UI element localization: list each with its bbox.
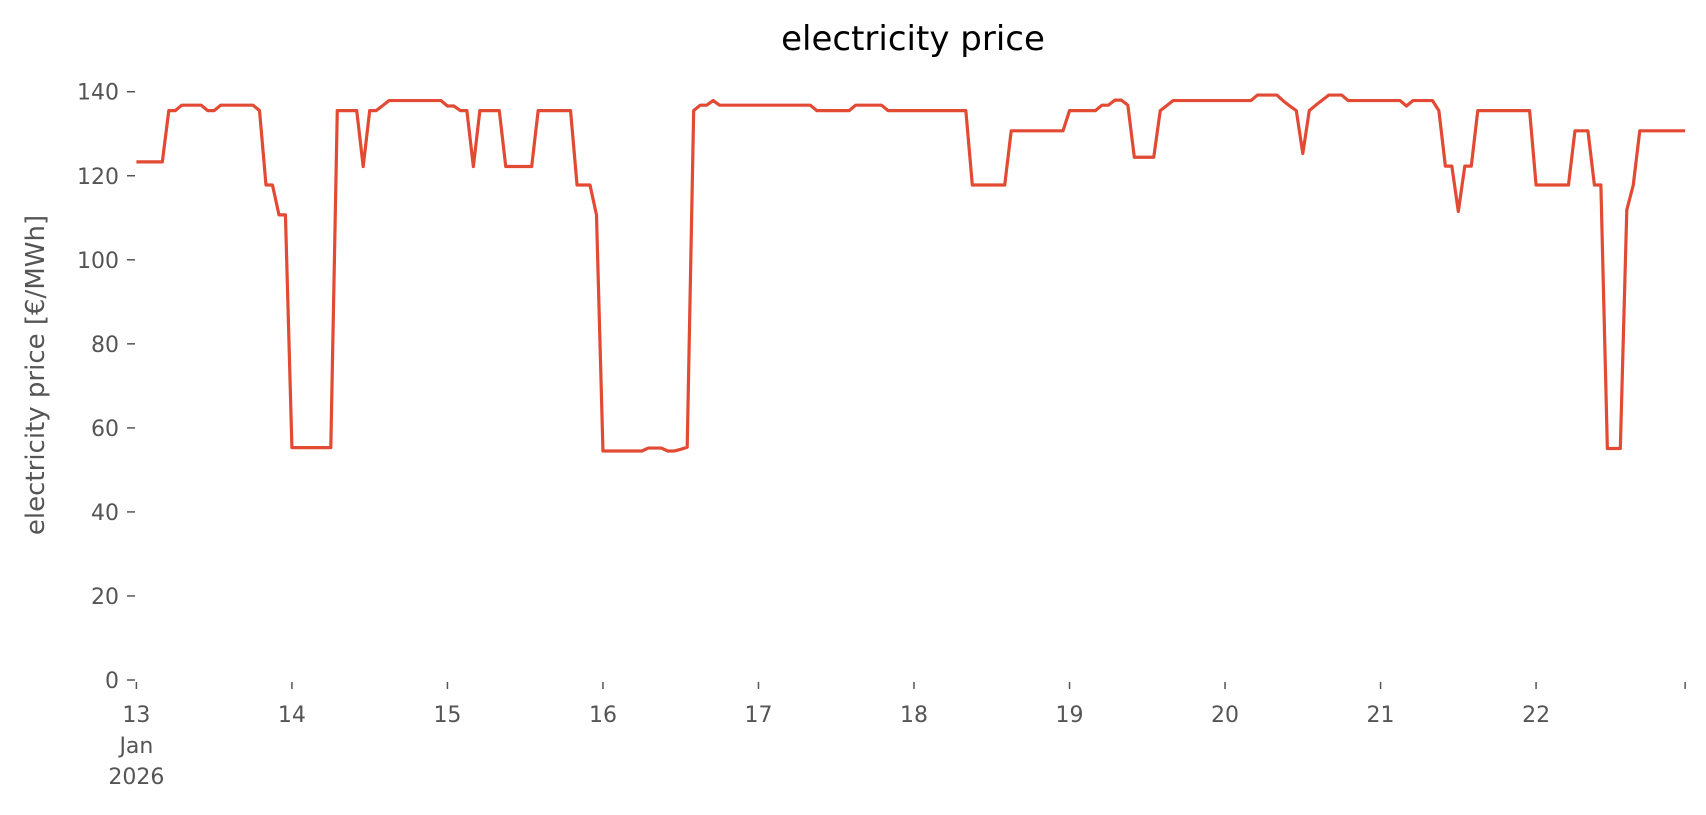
y-tick-label: 60: [91, 417, 119, 442]
y-tick-label: 120: [77, 165, 119, 190]
x-tick-label: 16: [589, 703, 617, 728]
y-axis: 0 20 40 60 80 100 120 140: [77, 81, 135, 694]
x-tick-label: 21: [1367, 703, 1395, 728]
x-tick-label: 20: [1211, 703, 1239, 728]
x-tick-month: Jan: [117, 734, 153, 759]
y-tick-label: 80: [91, 333, 119, 358]
x-tick-label: 13: [122, 703, 150, 728]
x-tick-label: 22: [1522, 703, 1550, 728]
x-tick-year: 2026: [108, 765, 164, 790]
y-tick-label: 20: [91, 585, 119, 610]
y-tick-label: 100: [77, 249, 119, 274]
chart-title: electricity price: [781, 19, 1045, 59]
x-tick-label: 19: [1056, 703, 1084, 728]
price-series-line: [136, 93, 1686, 453]
x-axis: 13 Jan 2026 14 15 16 17 18 19 20 21 22: [108, 682, 1686, 790]
y-axis-label: electricity price [€/MWh]: [21, 215, 51, 535]
x-tick-label: 17: [744, 703, 772, 728]
y-tick-label: 140: [77, 81, 119, 106]
plot-area: [136, 93, 1686, 453]
y-tick-label: 40: [91, 501, 119, 526]
y-tick-label: 0: [105, 669, 119, 694]
x-tick-label: 15: [433, 703, 461, 728]
x-tick-label: 18: [900, 703, 928, 728]
x-tick-label: 14: [278, 703, 306, 728]
